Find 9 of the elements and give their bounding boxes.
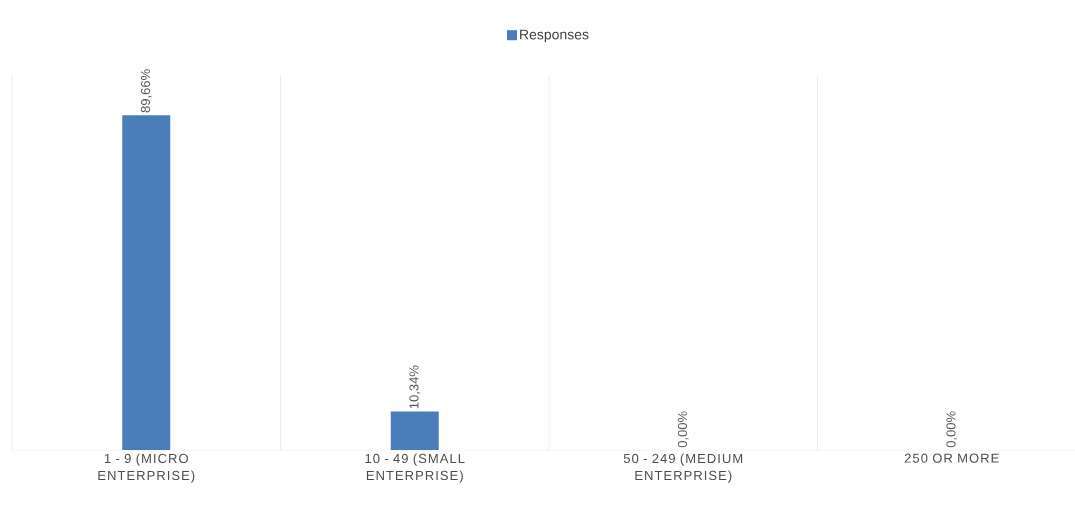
x-tick-label: 1 - 9 (MICRO ENTERPRISE) xyxy=(98,453,195,483)
legend-label: Responses xyxy=(520,29,589,43)
data-label: 0,00% xyxy=(677,411,689,448)
data-label: 0,00% xyxy=(946,411,958,448)
data-label: 10,34% xyxy=(409,365,421,409)
data-label: 89,66% xyxy=(140,69,152,113)
x-tick-label: 10 - 49 (SMALL ENTERPRISE) xyxy=(365,453,465,483)
x-tick-label: 50 - 249 (MEDIUM ENTERPRISE) xyxy=(623,453,743,483)
x-tick-label: 250 OR MORE xyxy=(904,453,999,463)
